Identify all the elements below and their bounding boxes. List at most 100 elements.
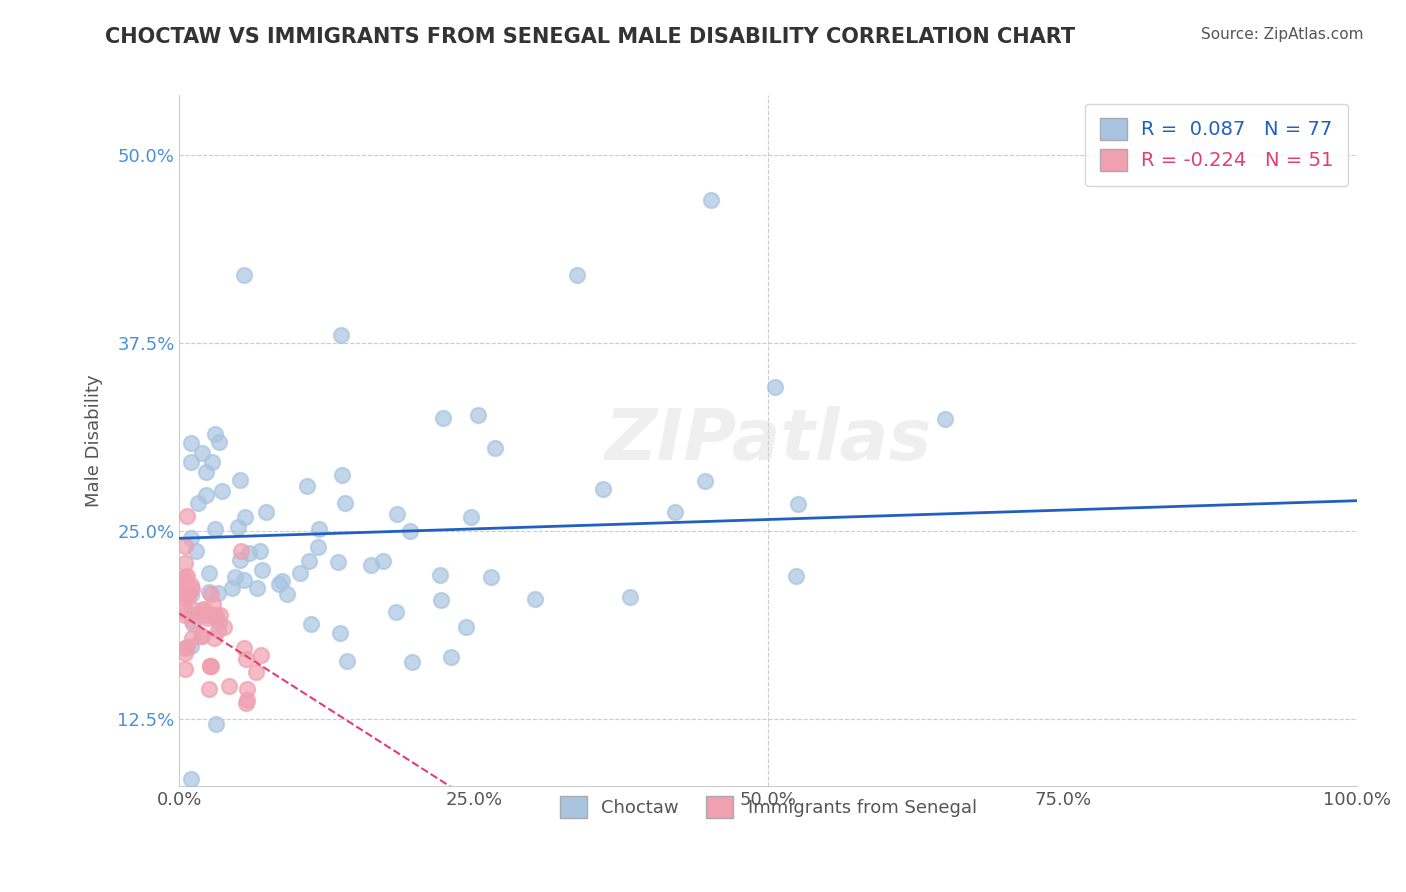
Point	[218, 679, 240, 693]
Point	[174, 574, 197, 588]
Point	[208, 607, 231, 622]
Point	[200, 659, 222, 673]
Point	[467, 408, 489, 422]
Point	[592, 482, 614, 496]
Point	[183, 603, 205, 617]
Point	[176, 508, 198, 523]
Point	[326, 555, 349, 569]
Text: ZIPatlas: ZIPatlas	[605, 406, 932, 475]
Point	[180, 639, 202, 653]
Point	[180, 436, 202, 450]
Point	[204, 426, 226, 441]
Point	[235, 509, 257, 524]
Point	[207, 585, 229, 599]
Point	[180, 455, 202, 469]
Point	[484, 441, 506, 455]
Point	[174, 579, 197, 593]
Point	[174, 608, 197, 623]
Point	[204, 522, 226, 536]
Point	[360, 558, 382, 573]
Point	[399, 524, 422, 538]
Point	[298, 554, 321, 568]
Point	[201, 455, 224, 469]
Point	[180, 578, 202, 592]
Point	[693, 474, 716, 488]
Point	[308, 522, 330, 536]
Point	[190, 629, 212, 643]
Point	[174, 575, 197, 590]
Point	[226, 520, 249, 534]
Point	[235, 652, 257, 666]
Point	[371, 554, 394, 568]
Point	[180, 532, 202, 546]
Point	[236, 692, 259, 706]
Point	[174, 605, 197, 619]
Point	[523, 591, 546, 606]
Point	[245, 665, 267, 679]
Point	[229, 552, 252, 566]
Point	[252, 562, 274, 576]
Point	[176, 569, 198, 583]
Point	[763, 379, 786, 393]
Point	[198, 659, 221, 673]
Point	[174, 569, 197, 583]
Point	[246, 581, 269, 595]
Point	[307, 541, 329, 555]
Point	[567, 268, 589, 282]
Point	[429, 568, 451, 582]
Point	[208, 615, 231, 629]
Point	[236, 681, 259, 696]
Point	[205, 608, 228, 623]
Point	[787, 497, 810, 511]
Point	[180, 588, 202, 602]
Point	[229, 473, 252, 487]
Point	[187, 496, 209, 510]
Point	[198, 566, 221, 580]
Point	[194, 607, 217, 622]
Point	[212, 620, 235, 634]
Point	[429, 593, 451, 607]
Point	[330, 468, 353, 483]
Point	[174, 592, 197, 607]
Point	[174, 662, 197, 676]
Point	[198, 659, 221, 673]
Point	[249, 544, 271, 558]
Point	[191, 602, 214, 616]
Point	[231, 543, 253, 558]
Legend: Choctaw, Immigrants from Senegal: Choctaw, Immigrants from Senegal	[546, 782, 991, 833]
Point	[254, 506, 277, 520]
Point	[401, 655, 423, 669]
Point	[202, 632, 225, 646]
Text: CHOCTAW VS IMMIGRANTS FROM SENEGAL MALE DISABILITY CORRELATION CHART: CHOCTAW VS IMMIGRANTS FROM SENEGAL MALE …	[105, 27, 1076, 46]
Point	[249, 648, 271, 662]
Point	[191, 446, 214, 460]
Point	[207, 623, 229, 637]
Point	[333, 495, 356, 509]
Point	[193, 604, 215, 618]
Point	[174, 556, 197, 570]
Point	[619, 590, 641, 604]
Point	[454, 620, 477, 634]
Point	[200, 587, 222, 601]
Point	[180, 631, 202, 645]
Point	[194, 465, 217, 479]
Y-axis label: Male Disability: Male Disability	[86, 375, 103, 507]
Point	[329, 626, 352, 640]
Point	[176, 585, 198, 599]
Point	[201, 597, 224, 611]
Point	[385, 605, 408, 619]
Point	[295, 479, 318, 493]
Point	[700, 193, 723, 207]
Point	[180, 772, 202, 787]
Point	[207, 435, 229, 450]
Point	[198, 682, 221, 697]
Point	[211, 483, 233, 498]
Point	[785, 569, 807, 583]
Point	[288, 566, 311, 580]
Point	[460, 509, 482, 524]
Point	[276, 587, 298, 601]
Point	[269, 576, 291, 591]
Point	[232, 640, 254, 655]
Point	[221, 581, 243, 595]
Point	[200, 607, 222, 621]
